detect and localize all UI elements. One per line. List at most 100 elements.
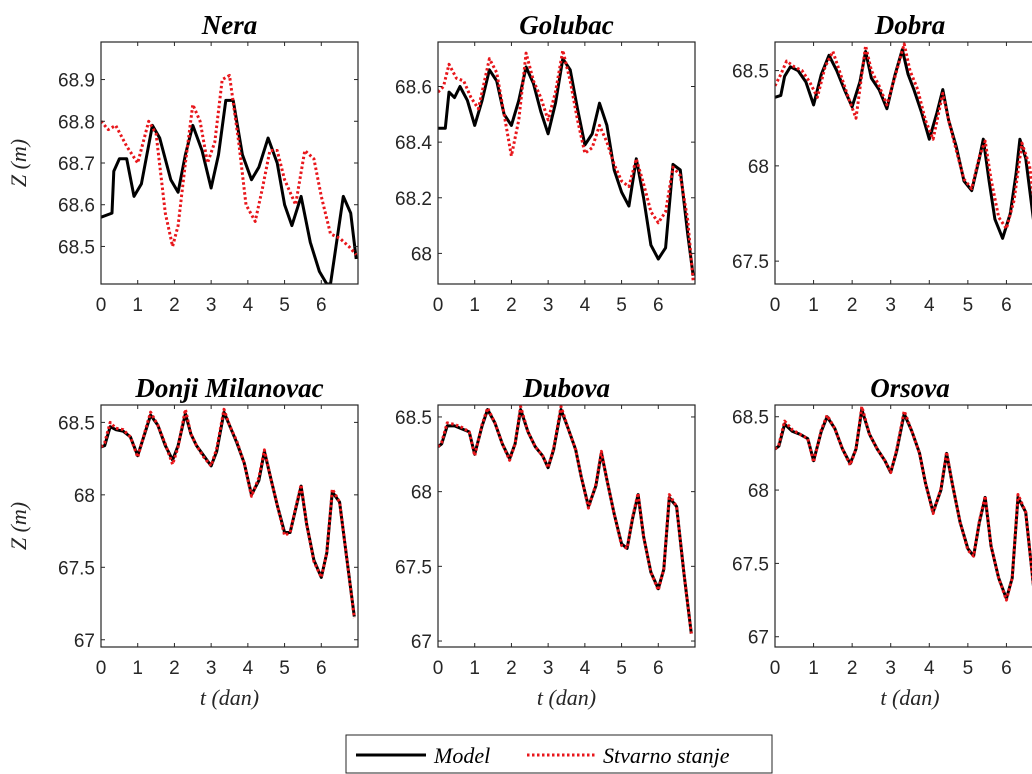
panel-title-dobra: Dobra xyxy=(874,10,946,40)
y-tick-label-golubac: 68.4 xyxy=(395,133,432,154)
legend-actual-label: Stvarno stanje xyxy=(603,743,730,768)
x-tick-label-dobra: 2 xyxy=(847,295,858,316)
y-tick-label-orsova: 67 xyxy=(748,628,769,649)
x-tick-label-dubova: 5 xyxy=(616,658,627,679)
x-tick-label-donji-milanovac: 2 xyxy=(169,658,180,679)
x-tick-label-golubac: 3 xyxy=(543,295,554,316)
x-tick-label-dubova: 1 xyxy=(469,658,480,679)
x-tick-label-donji-milanovac: 0 xyxy=(96,658,107,679)
x-tick-label-golubac: 0 xyxy=(433,295,444,316)
panel-orsova: 0 1 2 3 4 5 6 67 67.5 68 68.5 Orsova t (dan) xyxy=(732,373,1032,710)
x-tick-label-dobra: 0 xyxy=(770,295,781,316)
panel-title-golubac: Golubac xyxy=(519,10,614,40)
y-tick-label-dubova: 68.5 xyxy=(395,408,432,429)
x-tick-label-golubac: 5 xyxy=(616,295,627,316)
x-tick-label-dobra: 3 xyxy=(885,295,896,316)
y-tick-label-donji-milanovac: 67.5 xyxy=(58,558,95,579)
y-tick-label-golubac: 68 xyxy=(411,244,432,265)
x-tick-label-nera: 0 xyxy=(96,295,107,316)
y-tick-label-donji-milanovac: 67 xyxy=(74,631,95,652)
series-model-nera xyxy=(101,98,358,284)
axes-box-donji-milanovac xyxy=(100,404,359,648)
x-tick-label-golubac: 4 xyxy=(580,295,591,316)
panel-title-dubova: Dubova xyxy=(522,373,610,403)
y-tick-label-orsova: 68.5 xyxy=(732,408,769,429)
axes-box-dubova xyxy=(437,404,696,648)
x-tick-label-dubova: 3 xyxy=(543,658,554,679)
y-tick-label-dobra: 67.5 xyxy=(732,252,769,273)
x-axis-label-donji-milanovac: t (dan) xyxy=(200,685,259,710)
x-tick-label-dobra: 1 xyxy=(808,295,819,316)
x-tick-label-nera: 3 xyxy=(206,295,217,316)
series-stvarno-stanje-orsova xyxy=(775,405,1032,602)
x-tick-label-dobra: 6 xyxy=(1001,295,1012,316)
y-tick-label-dobra: 68.5 xyxy=(732,62,769,83)
y-tick-label-dubova: 67 xyxy=(411,632,432,653)
series-stvarno-stanje-dubova xyxy=(438,405,693,634)
axes-box-orsova xyxy=(774,404,1032,648)
x-tick-label-nera: 6 xyxy=(316,295,327,316)
panel-title-nera: Nera xyxy=(201,10,258,40)
y-tick-label-golubac: 68.2 xyxy=(395,189,432,210)
y-tick-label-donji-milanovac: 68 xyxy=(74,486,95,507)
series-model-dobra xyxy=(775,48,1032,240)
subplot-grid: 0 1 2 3 4 5 6 68.5 68.6 68.7 68.8 68.9 Nera Z (m) 0 1 2 3… xyxy=(6,10,1032,710)
x-axis-label-orsova: t (dan) xyxy=(880,685,939,710)
x-tick-label-dubova: 0 xyxy=(433,658,444,679)
y-tick-label-orsova: 68 xyxy=(748,481,769,502)
x-tick-label-donji-milanovac: 4 xyxy=(243,658,254,679)
y-tick-label-orsova: 67.5 xyxy=(732,554,769,575)
x-tick-label-orsova: 1 xyxy=(808,658,819,679)
y-tick-label-nera: 68.9 xyxy=(58,71,95,92)
x-tick-label-dubova: 6 xyxy=(653,658,664,679)
y-tick-label-nera: 68.6 xyxy=(58,196,95,217)
x-tick-label-golubac: 6 xyxy=(653,295,664,316)
y-axis-label-nera: Z (m) xyxy=(6,139,31,187)
x-tick-label-donji-milanovac: 6 xyxy=(316,658,327,679)
y-tick-label-dubova: 67.5 xyxy=(395,557,432,578)
x-tick-label-golubac: 2 xyxy=(506,295,517,316)
x-tick-label-donji-milanovac: 1 xyxy=(132,658,143,679)
panel-nera: 0 1 2 3 4 5 6 68.5 68.6 68.7 68.8 68.9 Nera Z (m) xyxy=(6,10,359,316)
axes-box-dobra xyxy=(774,41,1032,285)
panel-golubac: 0 1 2 3 4 5 6 68 68.2 68.4 68.6 Golubac xyxy=(395,10,696,316)
panel-dobra: 0 1 2 3 4 5 6 67.5 68 68.5 Dobra xyxy=(732,10,1032,316)
x-tick-label-donji-milanovac: 5 xyxy=(279,658,290,679)
panel-title-donji-milanovac: Donji Milanovac xyxy=(134,373,323,403)
x-tick-label-orsova: 4 xyxy=(924,658,935,679)
legend: Model Stvarno stanje xyxy=(345,734,773,774)
x-tick-label-orsova: 2 xyxy=(847,658,858,679)
x-tick-label-dubova: 2 xyxy=(506,658,517,679)
series-stvarno-stanje-donji-milanovac xyxy=(101,407,356,619)
y-tick-label-nera: 68.7 xyxy=(58,154,95,175)
x-tick-label-dobra: 5 xyxy=(963,295,974,316)
y-axis-label-donji-milanovac: Z (m) xyxy=(6,502,31,550)
x-tick-label-orsova: 0 xyxy=(770,658,781,679)
series-stvarno-stanje-golubac xyxy=(438,48,695,282)
y-tick-label-dubova: 68 xyxy=(411,483,432,504)
x-tick-label-orsova: 3 xyxy=(885,658,896,679)
y-tick-label-dobra: 68 xyxy=(748,157,769,178)
axes-box-golubac xyxy=(437,41,696,285)
panel-donji-milanovac: 0 1 2 3 4 5 6 67 67.5 68 68.5 Donji Milanovac Z (m) t… xyxy=(6,373,359,710)
x-tick-label-donji-milanovac: 3 xyxy=(206,658,217,679)
panel-title-orsova: Orsova xyxy=(870,373,950,403)
y-tick-label-nera: 68.8 xyxy=(58,112,95,133)
series-stvarno-stanje-dobra xyxy=(775,42,1032,231)
x-tick-label-nera: 2 xyxy=(169,295,180,316)
y-tick-label-nera: 68.5 xyxy=(58,237,95,258)
x-tick-label-nera: 1 xyxy=(132,295,143,316)
x-tick-label-dubova: 4 xyxy=(580,658,591,679)
legend-model-label: Model xyxy=(433,743,490,768)
panel-dubova: 0 1 2 3 4 5 6 67 67.5 68 68.5 Dubova t (dan) xyxy=(395,373,696,710)
y-tick-label-golubac: 68.6 xyxy=(395,78,432,99)
x-tick-label-orsova: 6 xyxy=(1001,658,1012,679)
x-tick-label-nera: 5 xyxy=(279,295,290,316)
y-tick-label-donji-milanovac: 68.5 xyxy=(58,413,95,434)
x-axis-label-dubova: t (dan) xyxy=(537,685,596,710)
x-tick-label-dobra: 4 xyxy=(924,295,935,316)
x-tick-label-orsova: 5 xyxy=(963,658,974,679)
x-tick-label-nera: 4 xyxy=(243,295,254,316)
